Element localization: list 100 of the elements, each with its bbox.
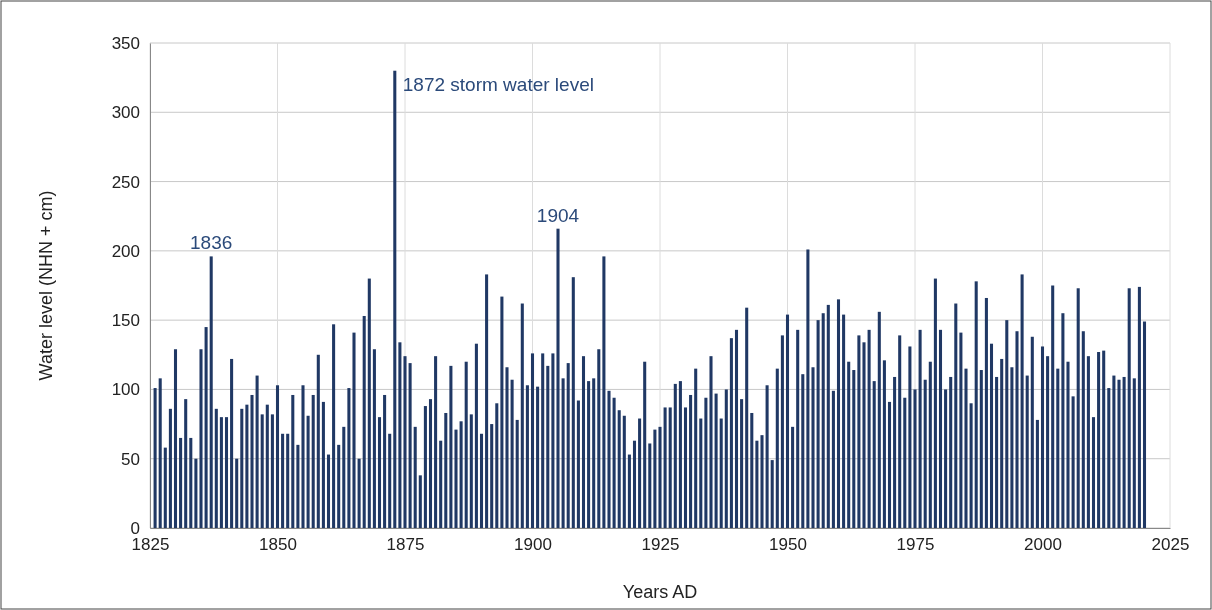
bar — [597, 349, 601, 528]
bar — [189, 437, 193, 528]
bar — [230, 358, 234, 528]
bar — [872, 381, 876, 528]
bar — [546, 365, 550, 528]
bar — [933, 278, 937, 528]
y-axis-title: Water level (NHN + cm) — [36, 190, 56, 381]
bar — [694, 368, 698, 528]
bar — [418, 475, 422, 528]
bar — [291, 394, 295, 528]
bar — [908, 346, 912, 528]
bar — [1091, 417, 1096, 528]
bar — [1040, 346, 1045, 528]
bar — [561, 378, 565, 528]
bar — [979, 370, 983, 528]
bar — [653, 429, 657, 528]
bar — [1086, 356, 1090, 528]
annotation: 1872 storm water level — [402, 73, 594, 95]
bar — [689, 394, 693, 528]
bar — [729, 338, 733, 528]
bar — [530, 353, 535, 528]
bar — [658, 426, 662, 528]
bar — [556, 228, 560, 528]
bar — [984, 297, 988, 528]
bar — [1000, 358, 1004, 528]
x-tick-label: 2025 — [1151, 535, 1190, 555]
bar — [796, 329, 800, 528]
bar — [571, 277, 575, 528]
bar — [184, 399, 188, 528]
bar — [964, 368, 968, 528]
bar — [306, 415, 310, 528]
bar — [1035, 419, 1039, 528]
bar — [1112, 375, 1116, 528]
bar — [699, 418, 703, 528]
bar — [1010, 367, 1014, 528]
bar — [989, 343, 994, 528]
bar — [1081, 331, 1085, 528]
bar — [944, 389, 948, 528]
bar — [1005, 320, 1009, 528]
bar — [250, 394, 254, 528]
bar — [566, 363, 570, 528]
bar — [949, 376, 953, 528]
bar — [638, 418, 642, 528]
bar — [719, 418, 723, 528]
bar — [383, 394, 387, 528]
y-tick-label: 150 — [111, 311, 140, 331]
bar — [352, 332, 356, 528]
bar — [704, 397, 708, 528]
bar — [301, 385, 305, 528]
bar — [423, 406, 427, 528]
bar — [377, 417, 382, 528]
bar — [724, 389, 728, 528]
bar — [342, 426, 346, 528]
bar — [612, 397, 616, 528]
bar — [801, 374, 805, 528]
bar — [281, 433, 285, 528]
bar — [469, 414, 473, 528]
bar — [367, 278, 371, 528]
bar — [179, 437, 183, 528]
bar — [265, 404, 269, 528]
bar — [632, 440, 637, 528]
bar — [1071, 396, 1075, 528]
bar — [219, 417, 223, 528]
bar — [464, 361, 468, 528]
bar — [791, 426, 795, 528]
y-tick-label: 350 — [111, 33, 140, 53]
bar — [862, 342, 866, 528]
bar — [316, 354, 320, 528]
bar — [505, 367, 509, 528]
bar — [714, 393, 718, 528]
x-tick-label: 2000 — [1024, 535, 1062, 555]
x-tick-label: 1900 — [514, 535, 552, 555]
bar — [842, 314, 846, 528]
bar — [1015, 331, 1019, 528]
bar — [260, 414, 264, 528]
bar — [923, 379, 927, 528]
bar — [403, 356, 407, 528]
bar — [275, 385, 280, 528]
bar — [1076, 288, 1080, 528]
bar — [240, 408, 244, 528]
bar — [388, 433, 392, 528]
bar — [209, 256, 213, 528]
bar — [224, 417, 229, 528]
bar — [974, 281, 978, 528]
bar — [413, 426, 417, 528]
bar — [898, 335, 902, 528]
annotation: 1836 — [190, 232, 233, 254]
bar — [459, 421, 463, 528]
bar — [1020, 274, 1024, 528]
bar — [1066, 361, 1070, 528]
bar — [536, 386, 540, 528]
bar — [826, 304, 830, 528]
bar — [326, 454, 331, 528]
bar — [337, 444, 341, 528]
x-tick-label: 1950 — [769, 535, 807, 555]
bar — [734, 329, 739, 528]
bar — [852, 370, 856, 528]
bar — [520, 303, 524, 528]
bar — [332, 324, 336, 528]
bar — [199, 349, 203, 528]
